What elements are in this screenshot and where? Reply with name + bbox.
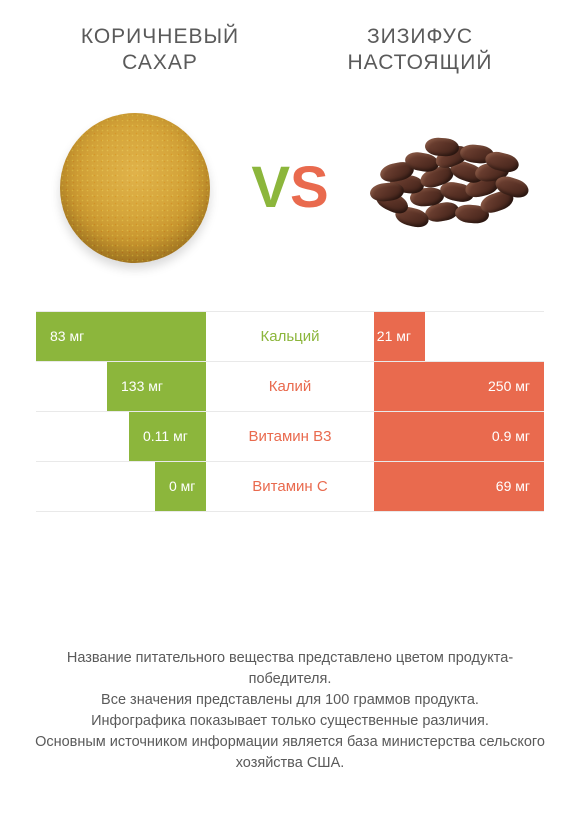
table-row: 0 мг Витамин C 69 мг (36, 462, 544, 512)
images-row: VS (0, 87, 580, 303)
table-row: 83 мг Кальций21 мг (36, 312, 544, 362)
bar-left: 83 мг (36, 312, 206, 361)
bar-wrap-right: 69 мг (374, 462, 544, 511)
bar-right: 0.9 мг (374, 412, 544, 461)
bar-left: 0.11 мг (129, 412, 206, 461)
bar-left: 0 мг (155, 462, 206, 511)
bar-wrap-left: 0.11 мг (36, 412, 206, 461)
nutrient-label: Калий (206, 362, 374, 411)
seed-icon (424, 136, 459, 156)
footer-text: Название питательного вещества представл… (30, 648, 550, 774)
bar-left-value: 133 мг (121, 378, 163, 394)
footer-line: Основным источником информации является … (30, 732, 550, 774)
bar-left: 133 мг (107, 362, 206, 411)
bar-wrap-left: 83 мг (36, 312, 206, 361)
product-right-title: ЗИЗИФУС НАСТОЯЩИЙ (300, 24, 540, 77)
bar-wrap-right: 21 мг (374, 312, 544, 361)
vs-s: S (290, 155, 329, 220)
product-left-title: КОРИЧНЕВЫЙ САХАР (40, 24, 280, 77)
footer-line: Название питательного вещества представл… (30, 648, 550, 690)
bar-wrap-left: 0 мг (36, 462, 206, 511)
vs-label: VS (251, 159, 328, 217)
bar-right: 69 мг (374, 462, 544, 511)
bar-left-value: 0 мг (169, 478, 195, 494)
product-right-image (360, 103, 530, 273)
bar-right-value: 0.9 мг (492, 428, 530, 444)
bar-left-value: 83 мг (50, 328, 84, 344)
jujube-icon (365, 133, 525, 243)
product-left-image (50, 103, 220, 273)
footer-line: Все значения представлены для 100 граммо… (30, 690, 550, 711)
footer-line: Инфографика показывает только существенн… (30, 711, 550, 732)
bar-right-value: 21 мг (377, 328, 411, 344)
vs-v: V (251, 155, 290, 220)
bar-wrap-right: 250 мг (374, 362, 544, 411)
table-row: 133 мг Калий 250 мг (36, 362, 544, 412)
nutrient-label: Витамин B3 (206, 412, 374, 461)
table-row: 0.11 мг Витамин B3 0.9 мг (36, 412, 544, 462)
bar-right-value: 250 мг (488, 378, 530, 394)
bar-right: 250 мг (374, 362, 544, 411)
nutrient-label: Витамин C (206, 462, 374, 511)
bar-right: 21 мг (374, 312, 425, 361)
nutrient-label: Кальций (206, 312, 374, 361)
nutrient-table: 83 мг Кальций21 мг 133 мг Калий 250 мг 0.11 м… (36, 311, 544, 512)
brown-sugar-icon (60, 113, 210, 263)
bar-left-value: 0.11 мг (143, 428, 188, 444)
header: КОРИЧНЕВЫЙ САХАР ЗИЗИФУС НАСТОЯЩИЙ (0, 0, 580, 87)
bar-wrap-left: 133 мг (36, 362, 206, 411)
bar-wrap-right: 0.9 мг (374, 412, 544, 461)
bar-right-value: 69 мг (496, 478, 530, 494)
